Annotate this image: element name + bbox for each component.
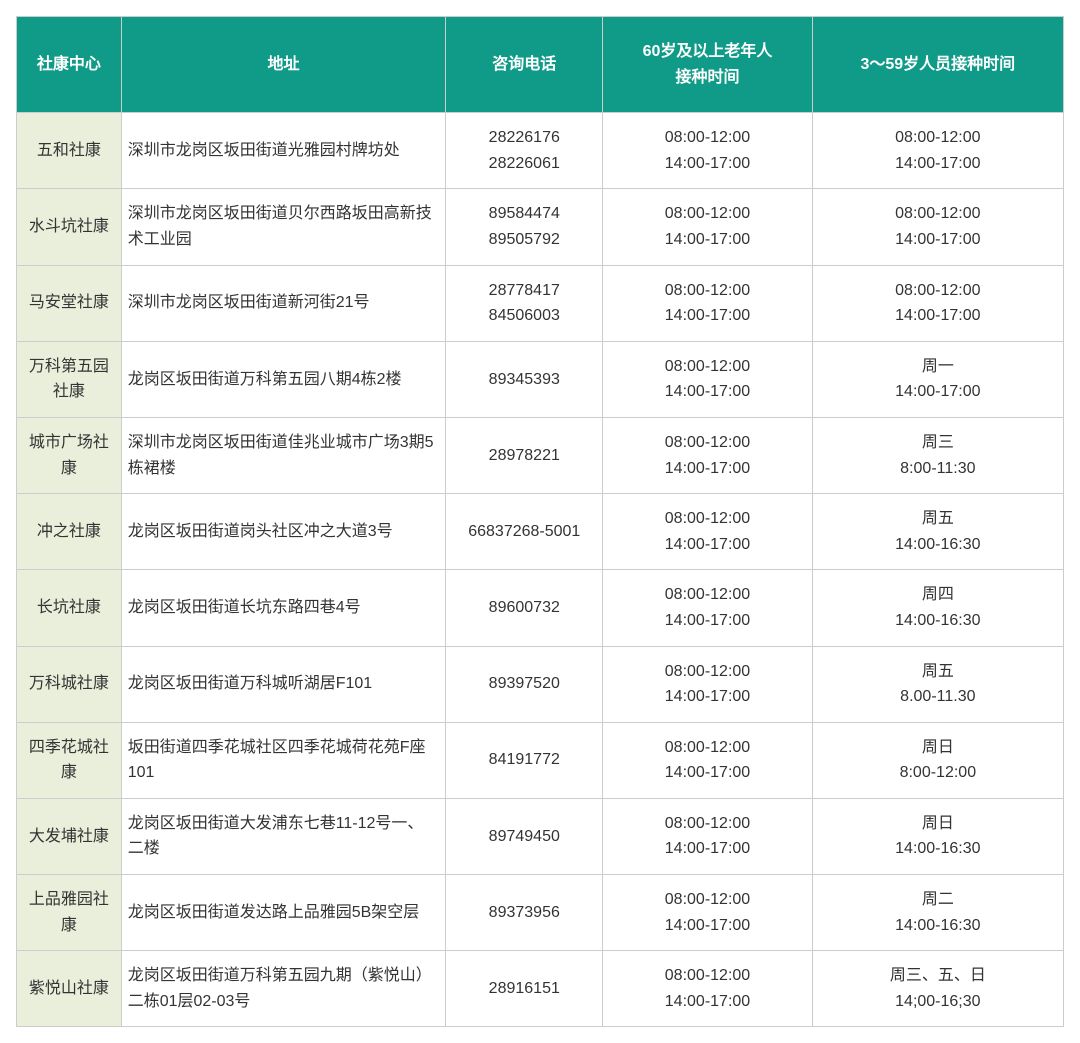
cell-phone: 28226176 28226061 (446, 113, 603, 189)
cell-time-3to59: 08:00-12:00 14:00-17:00 (812, 113, 1063, 189)
cell-phone: 89600732 (446, 570, 603, 646)
cell-time-3to59: 周三、五、日 14;00-16;30 (812, 951, 1063, 1027)
table-body: 五和社康深圳市龙岗区坂田街道光雅园村牌坊处28226176 2822606108… (17, 113, 1064, 1027)
cell-time-3to59: 08:00-12:00 14:00-17:00 (812, 265, 1063, 341)
table-row: 紫悦山社康龙岗区坂田街道万科第五园九期（紫悦山）二栋01层02-03号28916… (17, 951, 1064, 1027)
cell-address: 坂田街道四季花城社区四季花城荷花苑F座101 (121, 722, 446, 798)
table-row: 五和社康深圳市龙岗区坂田街道光雅园村牌坊处28226176 2822606108… (17, 113, 1064, 189)
table-row: 长坑社康龙岗区坂田街道长坑东路四巷4号8960073208:00-12:00 1… (17, 570, 1064, 646)
cell-phone: 28778417 84506003 (446, 265, 603, 341)
table-row: 马安堂社康深圳市龙岗区坂田街道新河街21号28778417 8450600308… (17, 265, 1064, 341)
cell-phone: 89584474 89505792 (446, 189, 603, 265)
cell-center-name: 长坑社康 (17, 570, 122, 646)
cell-phone: 28916151 (446, 951, 603, 1027)
cell-center-name: 五和社康 (17, 113, 122, 189)
cell-address: 深圳市龙岗区坂田街道佳兆业城市广场3期5栋裙楼 (121, 417, 446, 493)
col-header-address: 地址 (121, 17, 446, 113)
table-row: 万科城社康龙岗区坂田街道万科城听湖居F1018939752008:00-12:0… (17, 646, 1064, 722)
cell-time-3to59: 周三 8:00-11:30 (812, 417, 1063, 493)
cell-phone: 66837268-5001 (446, 494, 603, 570)
cell-address: 深圳市龙岗区坂田街道贝尔西路坂田高新技术工业园 (121, 189, 446, 265)
cell-time-3to59: 周一 14:00-17:00 (812, 341, 1063, 417)
cell-time-3to59: 周五 14:00-16:30 (812, 494, 1063, 570)
cell-time-60plus: 08:00-12:00 14:00-17:00 (603, 951, 812, 1027)
cell-time-3to59: 周二 14:00-16:30 (812, 875, 1063, 951)
cell-phone: 89749450 (446, 798, 603, 874)
cell-phone: 89397520 (446, 646, 603, 722)
cell-center-name: 马安堂社康 (17, 265, 122, 341)
col-header-time60: 60岁及以上老年人 接种时间 (603, 17, 812, 113)
table-row: 城市广场社康深圳市龙岗区坂田街道佳兆业城市广场3期5栋裙楼2897822108:… (17, 417, 1064, 493)
cell-center-name: 城市广场社康 (17, 417, 122, 493)
cell-center-name: 紫悦山社康 (17, 951, 122, 1027)
cell-address: 深圳市龙岗区坂田街道光雅园村牌坊处 (121, 113, 446, 189)
cell-time-3to59: 周日 14:00-16:30 (812, 798, 1063, 874)
col-header-time359: 3～59岁人员接种时间 (812, 17, 1063, 113)
table-row: 上品雅园社康龙岗区坂田街道发达路上品雅园5B架空层8937395608:00-1… (17, 875, 1064, 951)
cell-center-name: 万科第五园社康 (17, 341, 122, 417)
cell-time-60plus: 08:00-12:00 14:00-17:00 (603, 646, 812, 722)
cell-address: 龙岗区坂田街道大发浦东七巷11-12号一、二楼 (121, 798, 446, 874)
table-row: 四季花城社康坂田街道四季花城社区四季花城荷花苑F座1018419177208:0… (17, 722, 1064, 798)
cell-phone: 84191772 (446, 722, 603, 798)
cell-address: 龙岗区坂田街道万科城听湖居F101 (121, 646, 446, 722)
cell-address: 龙岗区坂田街道岗头社区冲之大道3号 (121, 494, 446, 570)
cell-center-name: 大发埔社康 (17, 798, 122, 874)
table-header-row: 社康中心 地址 咨询电话 60岁及以上老年人 接种时间 3～59岁人员接种时间 (17, 17, 1064, 113)
cell-address: 龙岗区坂田街道长坑东路四巷4号 (121, 570, 446, 646)
cell-center-name: 上品雅园社康 (17, 875, 122, 951)
cell-time-60plus: 08:00-12:00 14:00-17:00 (603, 494, 812, 570)
cell-address: 龙岗区坂田街道万科第五园九期（紫悦山）二栋01层02-03号 (121, 951, 446, 1027)
cell-time-3to59: 周四 14:00-16:30 (812, 570, 1063, 646)
table-row: 水斗坑社康深圳市龙岗区坂田街道贝尔西路坂田高新技术工业园89584474 895… (17, 189, 1064, 265)
cell-time-60plus: 08:00-12:00 14:00-17:00 (603, 265, 812, 341)
cell-time-60plus: 08:00-12:00 14:00-17:00 (603, 341, 812, 417)
cell-time-3to59: 08:00-12:00 14:00-17:00 (812, 189, 1063, 265)
cell-phone: 28978221 (446, 417, 603, 493)
col-header-center: 社康中心 (17, 17, 122, 113)
cell-phone: 89345393 (446, 341, 603, 417)
col-header-phone: 咨询电话 (446, 17, 603, 113)
table-row: 大发埔社康龙岗区坂田街道大发浦东七巷11-12号一、二楼8974945008:0… (17, 798, 1064, 874)
cell-time-60plus: 08:00-12:00 14:00-17:00 (603, 189, 812, 265)
cell-time-60plus: 08:00-12:00 14:00-17:00 (603, 722, 812, 798)
cell-phone: 89373956 (446, 875, 603, 951)
cell-center-name: 万科城社康 (17, 646, 122, 722)
cell-time-60plus: 08:00-12:00 14:00-17:00 (603, 798, 812, 874)
table-row: 冲之社康龙岗区坂田街道岗头社区冲之大道3号66837268-500108:00-… (17, 494, 1064, 570)
cell-time-3to59: 周日 8:00-12:00 (812, 722, 1063, 798)
cell-time-60plus: 08:00-12:00 14:00-17:00 (603, 417, 812, 493)
cell-time-3to59: 周五 8.00-11.30 (812, 646, 1063, 722)
cell-center-name: 冲之社康 (17, 494, 122, 570)
cell-address: 深圳市龙岗区坂田街道新河街21号 (121, 265, 446, 341)
cell-time-60plus: 08:00-12:00 14:00-17:00 (603, 570, 812, 646)
cell-center-name: 四季花城社康 (17, 722, 122, 798)
cell-time-60plus: 08:00-12:00 14:00-17:00 (603, 875, 812, 951)
cell-address: 龙岗区坂田街道万科第五园八期4栋2楼 (121, 341, 446, 417)
cell-time-60plus: 08:00-12:00 14:00-17:00 (603, 113, 812, 189)
cell-center-name: 水斗坑社康 (17, 189, 122, 265)
vaccination-schedule-table: 社康中心 地址 咨询电话 60岁及以上老年人 接种时间 3～59岁人员接种时间 … (16, 16, 1064, 1027)
cell-address: 龙岗区坂田街道发达路上品雅园5B架空层 (121, 875, 446, 951)
table-row: 万科第五园社康龙岗区坂田街道万科第五园八期4栋2楼8934539308:00-1… (17, 341, 1064, 417)
